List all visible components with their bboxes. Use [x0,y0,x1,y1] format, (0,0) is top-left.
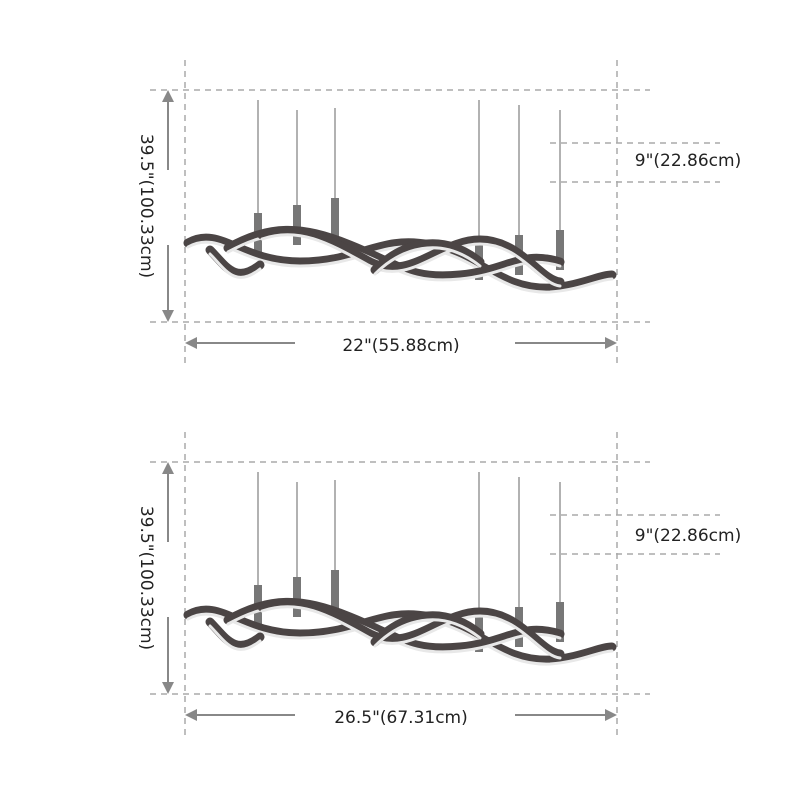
lamp-arm-light [373,246,482,276]
arrow-head [162,310,174,322]
width-label: 26.5"(67.31cm) [334,708,468,728]
lamp-arm-light [208,252,262,279]
lamp-arm [205,245,265,278]
panel: 39.5"(100.33cm) 26.5"(67.31cm) 9"(22.86cm) [136,432,741,740]
drop-label: 9"(22.86cm) [635,151,741,171]
height-label: 39.5"(100.33cm) [136,506,156,650]
arrow-head [162,462,174,474]
lamp-arm [370,611,485,647]
width-label: 22"(55.88cm) [342,336,459,356]
arrow-head [185,337,197,349]
rod-cap [556,230,564,270]
arrow-head [162,90,174,102]
rod-cap [331,198,339,238]
lamp-arm-light [373,618,482,648]
lamp-arm-light [260,233,562,288]
rod-cap [293,205,301,245]
lamp-arm-light [208,624,262,651]
rod-cap [331,570,339,610]
arrow-head [605,709,617,721]
rod-cap [293,577,301,617]
lamp-arm [257,226,565,287]
arrow-head [185,709,197,721]
arrow-head [162,682,174,694]
rod-cap [556,602,564,642]
lamp-arm [370,239,485,275]
lamp-arm-light [260,605,562,660]
lamp-arm [205,617,265,650]
height-label: 39.5"(100.33cm) [136,134,156,278]
drop-label: 9"(22.86cm) [635,526,741,546]
lamp-arm [257,598,565,659]
arrow-head [605,337,617,349]
panel: 39.5"(100.33cm) 22"(55.88cm) 9"(22.86cm) [136,60,741,368]
